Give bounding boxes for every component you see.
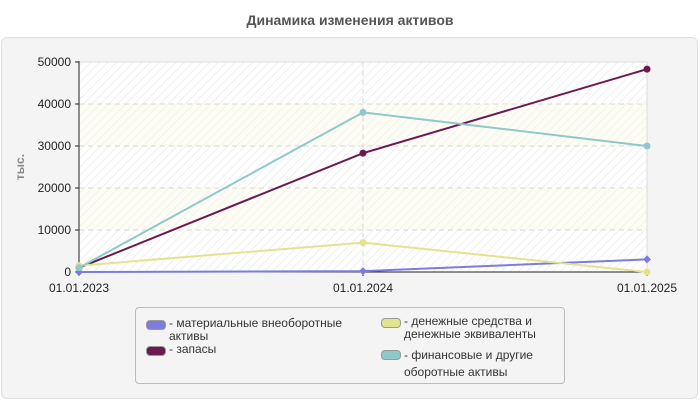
svg-text:30000: 30000 xyxy=(38,139,72,153)
svg-text:тыс.: тыс. xyxy=(13,154,27,180)
legend: - материальные внеоборотные активы - зап… xyxy=(135,307,565,384)
svg-text:01.01.2023: 01.01.2023 xyxy=(49,281,109,295)
svg-text:20000: 20000 xyxy=(38,181,72,195)
data-series xyxy=(75,65,651,276)
svg-text:50000: 50000 xyxy=(38,55,72,69)
legend-swatch-icon xyxy=(146,346,166,356)
legend-item-inventory: - запасы xyxy=(146,343,216,356)
legend-label: - запасы xyxy=(169,342,217,356)
legend-swatch-icon xyxy=(381,350,401,360)
legend-item-cash: - денежные средства и денежные эквивален… xyxy=(381,315,536,341)
chart-title: Динамика изменения активов xyxy=(246,12,454,28)
legend-label: - финансовые и другие оборотные активы xyxy=(404,348,533,379)
svg-text:0: 0 xyxy=(64,265,71,279)
svg-text:10000: 10000 xyxy=(38,223,72,237)
svg-text:40000: 40000 xyxy=(38,97,72,111)
legend-item-financial-assets: - финансовые и другие оборотные активы xyxy=(381,347,533,381)
legend-label: - денежные средства и денежные эквивален… xyxy=(404,314,536,341)
legend-item-tangible-assets: - материальные внеоборотные активы xyxy=(146,317,342,343)
axis-labels: 0 10000 20000 30000 40000 50000 01.01.2023 01.0… xyxy=(13,55,677,295)
svg-text:01.01.2024: 01.01.2024 xyxy=(333,281,393,295)
svg-text:01.01.2025: 01.01.2025 xyxy=(617,281,677,295)
legend-swatch-icon xyxy=(146,320,166,330)
legend-swatch-icon xyxy=(381,318,401,328)
legend-label: - материальные внеоборотные активы xyxy=(169,316,342,343)
